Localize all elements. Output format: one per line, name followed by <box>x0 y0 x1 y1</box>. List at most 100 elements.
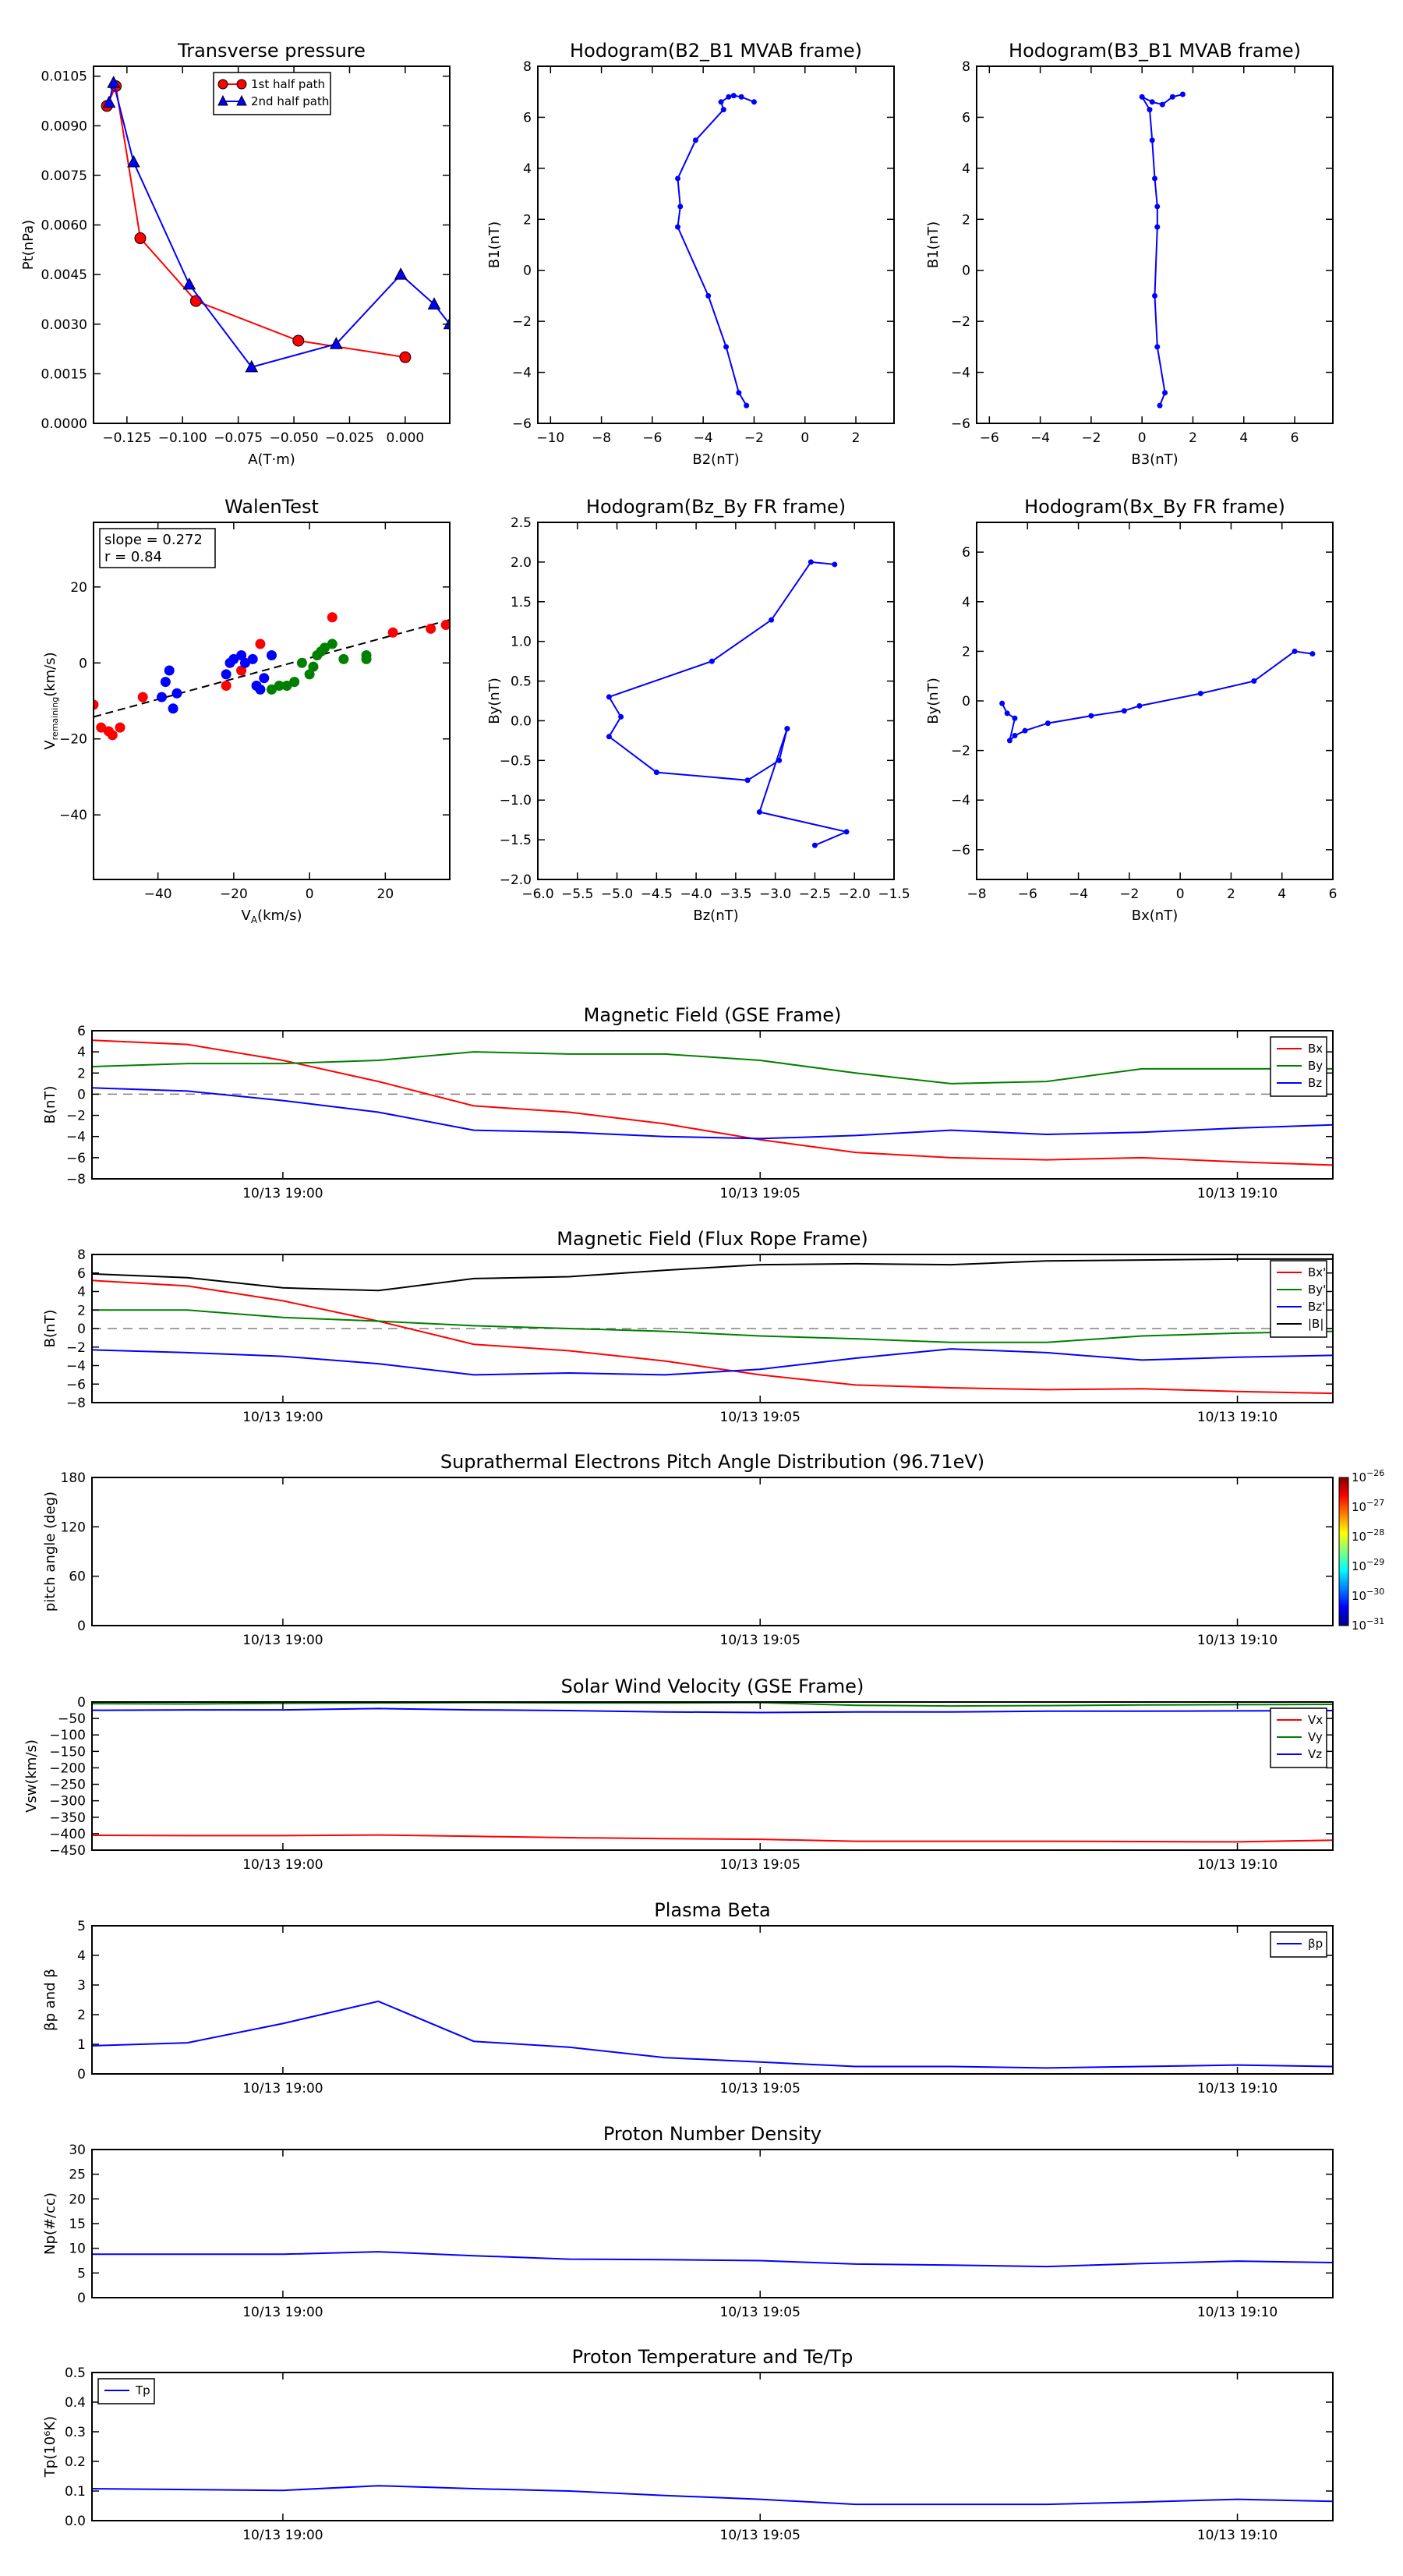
y-tick-label: 4 <box>962 161 970 177</box>
legend-label: Tp <box>135 2383 150 2397</box>
axes-frame <box>91 2149 1334 2298</box>
x-tick-label: −0.125 <box>102 430 151 446</box>
plot-area <box>94 612 450 741</box>
legend-label: Vy <box>1308 1730 1323 1744</box>
chart-tp2: Proton Temperature and Te/Tp 10/13 19:00 1… <box>42 2346 1334 2543</box>
x-tick-label: −0.100 <box>158 430 207 446</box>
y-axis-label: Tp(10⁶K) <box>42 2416 58 2478</box>
legend-marker <box>217 94 228 106</box>
y-tick-label: −40 <box>59 808 87 823</box>
data-point <box>236 650 247 661</box>
y-tick-label: 6 <box>962 110 970 126</box>
chart-beta: Plasma Beta 10/13 19:00 10/13 19:05 10/13 1… <box>42 1899 1334 2097</box>
y-axis-label: B(nT) <box>42 1086 58 1124</box>
y-tick-label: −50 <box>58 1711 86 1727</box>
data-point <box>618 713 624 720</box>
y-tick-label: −200 <box>49 1760 86 1776</box>
y-tick-label: 4 <box>77 1948 86 1964</box>
chart-pad: Suprathermal Electrons Pitch Angle Distr… <box>42 1451 1384 1648</box>
chart-h3: Hodogram(Bz_By FR frame) −6.0 −5.5 −5.0 −4.5… <box>486 496 910 924</box>
x-tick-label: −2.0 <box>839 886 871 902</box>
y-tick-label: −2.0 <box>500 872 532 888</box>
series-line-0 <box>1001 650 1313 743</box>
y-tick-label: 0.5 <box>511 674 532 690</box>
y-tick-label: −1.5 <box>500 833 532 848</box>
data-point <box>1136 702 1143 709</box>
x-axis-label: Bx(nT) <box>1132 908 1178 924</box>
legend-box <box>213 72 331 115</box>
legend-marker <box>236 79 247 90</box>
data-point <box>137 692 148 702</box>
x-tick-label: 10/13 19:05 <box>720 1410 800 1425</box>
y-tick-label: 8 <box>523 59 532 75</box>
y-tick-label: −150 <box>49 1744 86 1760</box>
y-tick-label: 1 <box>77 2037 86 2053</box>
x-tick-label: −3.0 <box>759 886 791 902</box>
legend-label: Bz' <box>1308 1300 1325 1314</box>
axes-frame <box>537 522 895 880</box>
data-point <box>1154 224 1161 230</box>
y-tick-label: 0.0 <box>511 713 532 729</box>
data-point <box>843 829 850 835</box>
y-tick-label: 1.5 <box>511 595 532 610</box>
y-axis-label: B1(nT) <box>486 221 503 268</box>
x-tick-label: 10/13 19:10 <box>1197 1857 1278 1873</box>
data-point <box>1022 727 1028 734</box>
y-tick-label: 0 <box>962 264 970 279</box>
y-tick-label: 0 <box>77 2067 86 2082</box>
legend-marker <box>217 79 228 90</box>
x-tick-label: −0.025 <box>325 430 374 446</box>
chart-title: Hodogram(Bz_By FR frame) <box>586 496 846 518</box>
y-tick-label: −0.5 <box>500 753 532 769</box>
plot-area <box>999 648 1316 744</box>
y-tick-label: 2 <box>77 1066 86 1081</box>
data-point <box>399 351 412 363</box>
y-tick-label: −4 <box>66 1130 86 1145</box>
chart-title: Solar Wind Velocity (GSE Frame) <box>561 1675 864 1697</box>
y-tick-label: 2 <box>77 1303 86 1318</box>
data-point <box>427 297 441 310</box>
data-point <box>426 623 436 634</box>
y-tick-label: 2.5 <box>511 515 532 531</box>
y-tick-label: 6 <box>77 1024 86 1039</box>
legend-label: Vz <box>1308 1747 1322 1761</box>
data-point <box>730 93 737 99</box>
data-point <box>1012 715 1018 721</box>
data-point <box>221 669 231 680</box>
plot-area <box>1139 91 1186 409</box>
data-point <box>1149 137 1155 143</box>
series-line-0 <box>92 2000 1333 2069</box>
y-axis-label: By(nT) <box>486 678 503 724</box>
y-tick-label: −4 <box>66 1359 86 1375</box>
y-tick-label: −2 <box>512 314 532 330</box>
x-tick-label: 2 <box>1227 886 1235 902</box>
y-tick-label: 0.0045 <box>41 267 87 283</box>
x-tick-label: 10/13 19:10 <box>1197 2305 1278 2320</box>
y-tick-label: 30 <box>69 2143 86 2158</box>
legend-label: 1st half path <box>251 77 325 91</box>
data-point <box>115 722 125 733</box>
data-point <box>606 734 612 740</box>
data-point <box>720 107 726 113</box>
y-tick-label: 0 <box>523 264 532 279</box>
data-point <box>756 809 762 815</box>
data-point <box>255 639 266 649</box>
data-point <box>1006 738 1012 744</box>
data-point <box>221 681 231 692</box>
y-tick-label: −250 <box>49 1778 86 1793</box>
x-tick-label: 0 <box>306 886 314 902</box>
x-tick-label: −1.5 <box>878 886 910 902</box>
x-tick-label: −5.5 <box>561 886 593 902</box>
series-line-3 <box>92 1258 1333 1292</box>
annotation-text: slope = 0.272 <box>104 532 203 548</box>
data-point <box>1179 91 1186 97</box>
x-tick-label: 20 <box>377 886 394 902</box>
data-point <box>999 700 1005 706</box>
series-line-1 <box>92 1051 1333 1085</box>
data-point <box>443 317 450 330</box>
data-point <box>736 390 742 396</box>
y-tick-label: 1.0 <box>511 635 532 650</box>
data-point <box>308 661 319 672</box>
y-axis-label: Vsw(km/s) <box>23 1739 40 1813</box>
